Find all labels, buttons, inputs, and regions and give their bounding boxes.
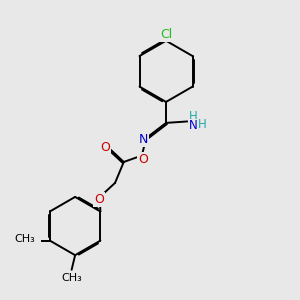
Text: H: H <box>189 110 197 123</box>
Text: CH₃: CH₃ <box>14 234 35 244</box>
Text: O: O <box>100 141 110 154</box>
Text: O: O <box>138 153 148 166</box>
Text: H: H <box>197 118 206 131</box>
Text: O: O <box>94 193 104 206</box>
Text: N: N <box>189 119 197 132</box>
Text: CH₃: CH₃ <box>61 273 82 283</box>
Text: Cl: Cl <box>160 28 172 41</box>
Text: N: N <box>139 133 148 146</box>
